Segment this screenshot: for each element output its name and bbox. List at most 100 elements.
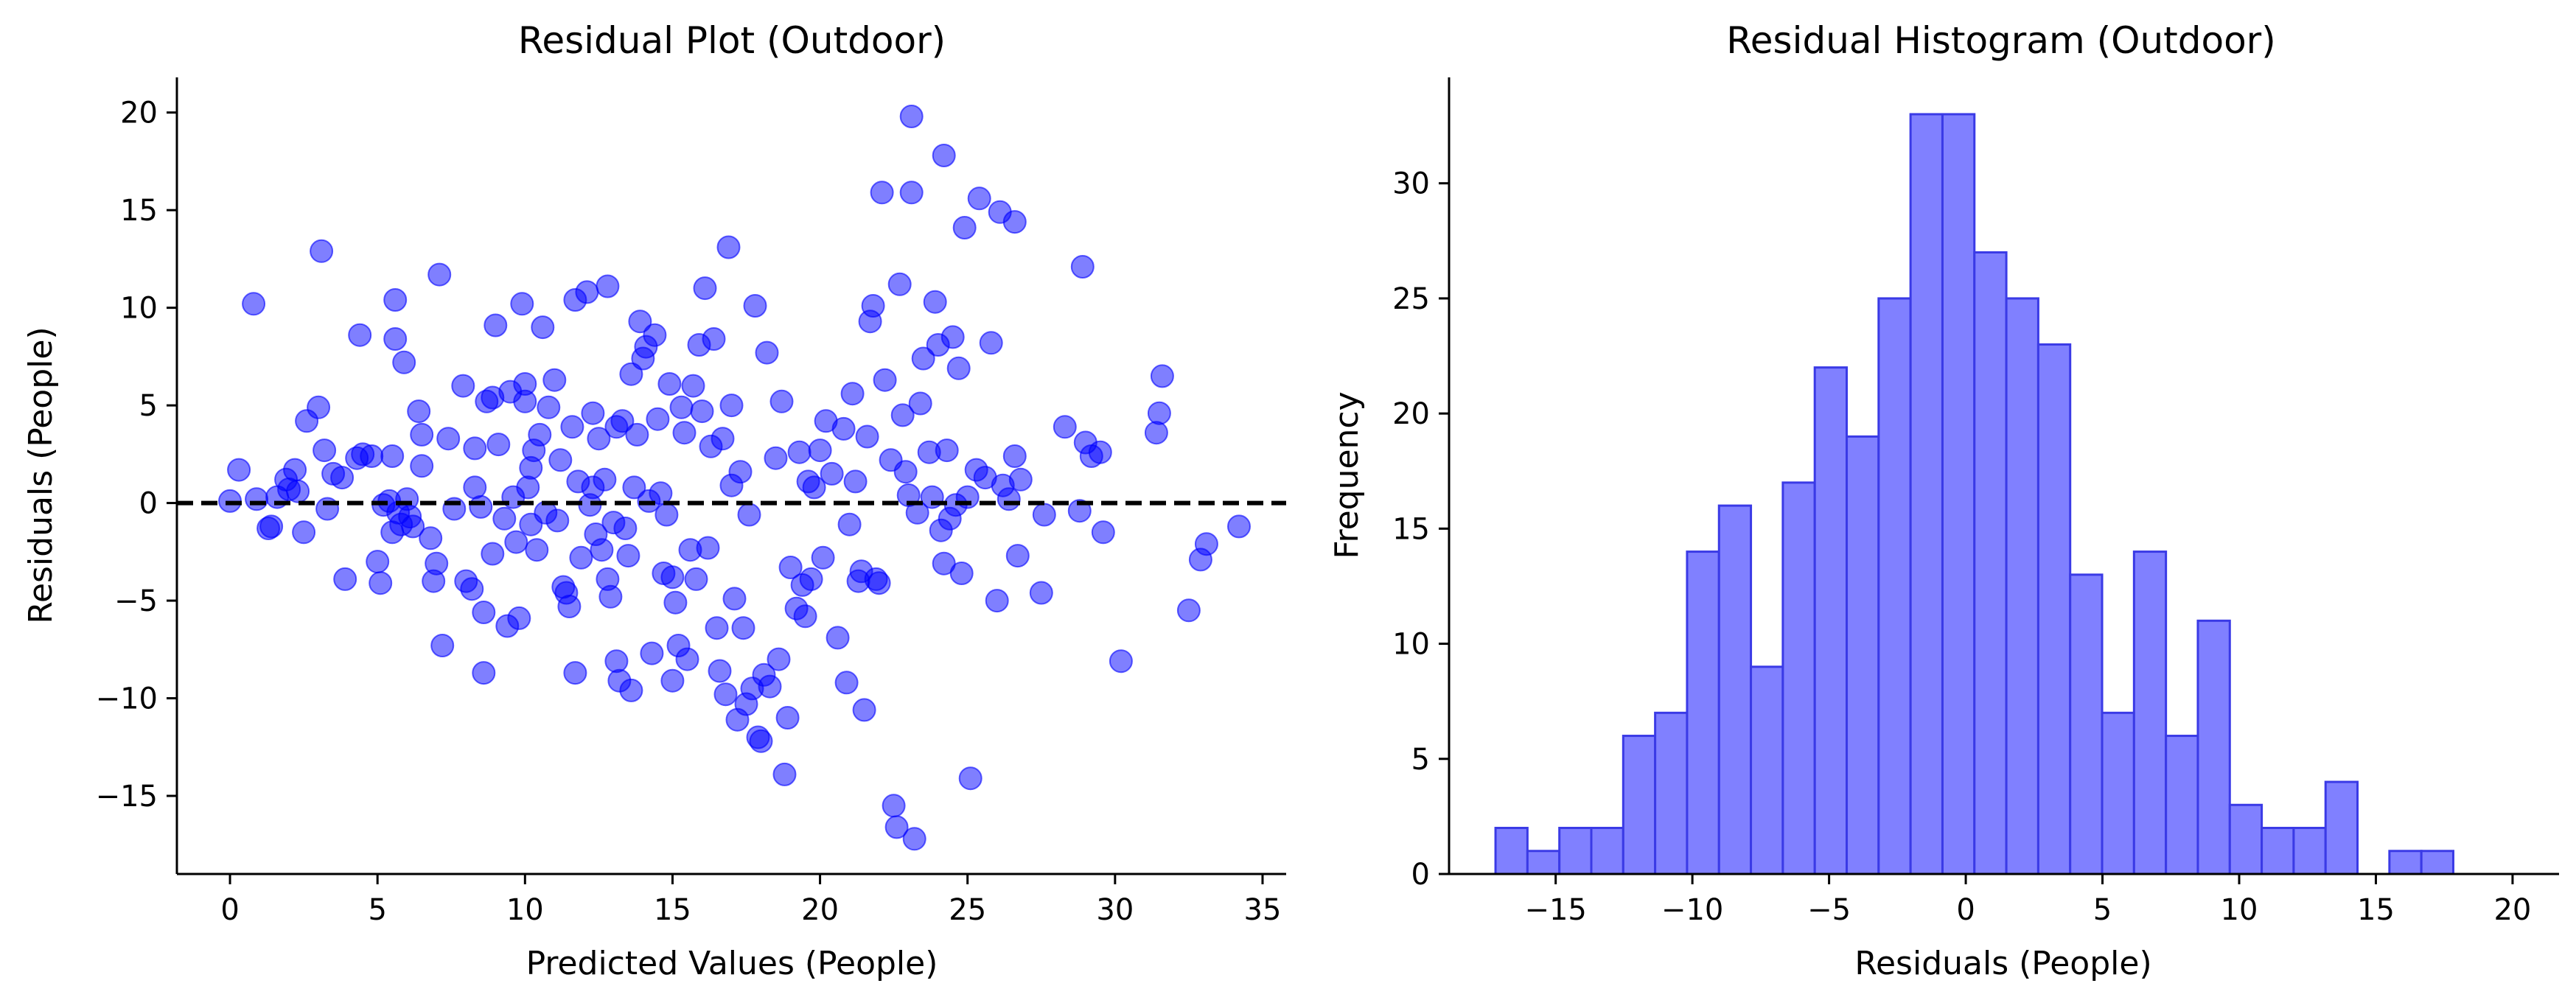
histogram-bar — [2324, 780, 2359, 875]
x-tick-label: −15 — [1524, 893, 1586, 927]
scatter-point — [610, 409, 635, 433]
x-tick-label: 30 — [1096, 893, 1134, 927]
scatter-point — [837, 512, 862, 536]
histogram-y-label: Frequency — [1328, 391, 1366, 559]
scatter-point — [392, 350, 416, 374]
scatter-point — [283, 458, 307, 482]
scatter-panel: Residual Plot (Outdoor) 0 5 10 15 20 25 30 35 −… — [22, 19, 1286, 982]
scatter-point — [737, 503, 761, 527]
scatter-point — [598, 584, 623, 609]
histogram-bar — [1526, 850, 1561, 875]
histogram-bar — [1717, 504, 1753, 875]
scatter-point — [802, 475, 826, 500]
scatter-point — [1227, 514, 1251, 539]
scatter-point — [705, 616, 729, 640]
scatter-point — [758, 674, 782, 699]
scatter-point — [767, 647, 791, 671]
scatter-point — [504, 530, 528, 554]
histogram-bar — [2261, 827, 2295, 875]
scatter-point — [660, 668, 685, 693]
scatter-point — [873, 368, 897, 392]
x-tick-label: 5 — [2093, 893, 2112, 927]
scatter-title: Residual Plot (Outdoor) — [518, 19, 946, 62]
scatter-point — [510, 292, 534, 316]
x-tick-label: 20 — [801, 893, 839, 927]
scatter-point — [1008, 467, 1033, 492]
scatter-point — [681, 374, 705, 398]
scatter-point — [1109, 649, 1133, 674]
scatter-point — [1029, 581, 1053, 605]
scatter-point — [537, 395, 561, 419]
scatter-point — [593, 467, 617, 492]
histogram-bar — [2005, 297, 2039, 875]
scatter-points — [218, 105, 1251, 851]
scatter-point — [380, 444, 405, 468]
scatter-point — [808, 438, 832, 463]
y-tick-label: −10 — [96, 682, 158, 716]
histogram-title: Residual Histogram (Outdoor) — [1726, 19, 2275, 62]
scatter-point — [861, 294, 885, 318]
scatter-point — [596, 274, 620, 298]
scatter-point — [764, 446, 788, 470]
scatter-point — [307, 395, 331, 419]
y-tick-label: 20 — [1392, 397, 1430, 431]
scatter-point — [451, 374, 475, 398]
y-tick-label: 10 — [1392, 628, 1430, 662]
histogram-bar — [1877, 297, 1912, 875]
scatter-point — [548, 448, 573, 472]
scatter-point — [778, 556, 803, 579]
scatter-point — [525, 538, 549, 562]
scatter-point — [463, 436, 487, 461]
x-tick-label: 35 — [1244, 893, 1282, 927]
scatter-point — [1053, 415, 1077, 439]
histogram-bar — [1781, 481, 1816, 875]
scatter-point — [1144, 421, 1168, 445]
scatter-point — [719, 394, 744, 418]
x-tick-label: 20 — [2493, 893, 2531, 927]
scatter-point — [755, 340, 779, 365]
scatter-point — [911, 346, 935, 371]
scatter-point — [484, 313, 508, 338]
y-tick-label: 5 — [1411, 743, 1430, 777]
scatter-point — [1070, 255, 1095, 279]
scatter-point — [775, 706, 800, 730]
scatter-point — [902, 827, 926, 851]
scatter-point — [1002, 444, 1027, 468]
scatter-point — [713, 682, 738, 707]
scatter-point — [967, 186, 991, 211]
histogram-bar — [1558, 827, 1593, 875]
scatter-point — [369, 571, 393, 595]
scatter-point — [277, 478, 301, 501]
scatter-point — [899, 105, 924, 128]
scatter-point — [708, 659, 732, 683]
x-tick-label: 15 — [2357, 893, 2395, 927]
y-tick-label: 0 — [139, 487, 158, 521]
scatter-point — [799, 567, 823, 591]
scatter-point — [242, 292, 266, 316]
scatter-point — [1067, 499, 1092, 523]
scatter-point — [528, 422, 552, 447]
scatter-point — [908, 391, 932, 416]
histogram-bar — [2420, 850, 2454, 875]
scatter-point — [840, 382, 865, 406]
scatter-point — [427, 262, 452, 287]
scatter-y-label: Residuals (People) — [22, 326, 60, 623]
histogram-bar — [1590, 827, 1624, 875]
scatter-point — [1176, 598, 1201, 623]
x-tick-label: 10 — [2221, 893, 2258, 927]
scatter-point — [481, 542, 505, 566]
scatter-point — [884, 815, 909, 839]
scatter-point — [1091, 520, 1115, 545]
scatter-x-label: Predicted Values (People) — [526, 945, 938, 982]
scatter-point — [640, 641, 664, 665]
scatter-point — [952, 216, 977, 239]
scatter-point — [831, 416, 856, 441]
scatter-point — [787, 440, 811, 464]
histogram-y-ticks: 0 5 10 15 20 25 30 — [1392, 167, 1449, 892]
scatter-point — [643, 323, 667, 347]
scatter-point — [820, 461, 844, 486]
scatter-point — [587, 427, 611, 451]
x-tick-label: −10 — [1661, 893, 1723, 927]
scatter-point — [472, 661, 496, 685]
scatter-point — [531, 315, 555, 340]
